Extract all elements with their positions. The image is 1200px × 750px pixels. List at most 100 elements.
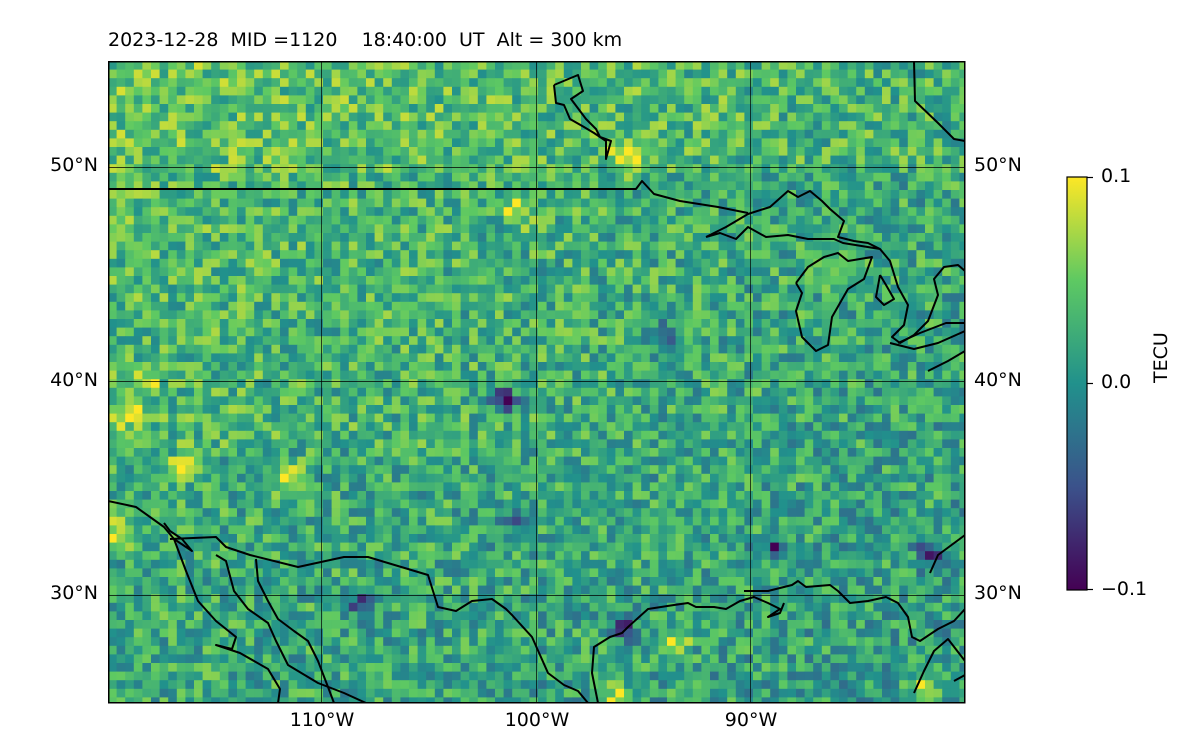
- heatmap-cell: [417, 181, 427, 191]
- heatmap-cell: [168, 147, 178, 156]
- heatmap-cell: [581, 215, 590, 225]
- heatmap-cell: [460, 172, 470, 182]
- heatmap-cell: [684, 439, 694, 449]
- heatmap-cell: [245, 439, 255, 449]
- heatmap-cell: [443, 224, 453, 234]
- heatmap-cell: [563, 95, 573, 105]
- heatmap-cell: [959, 284, 965, 294]
- heatmap-cell: [176, 362, 186, 371]
- heatmap-cell: [219, 413, 229, 423]
- heatmap-cell: [340, 319, 350, 328]
- heatmap-cell: [357, 482, 367, 492]
- heatmap-cell: [753, 482, 762, 492]
- heatmap-cell: [641, 353, 651, 363]
- heatmap-cell: [546, 422, 556, 432]
- heatmap-cell: [443, 310, 453, 320]
- heatmap-cell: [340, 164, 350, 174]
- heatmap-cell: [409, 465, 418, 475]
- heatmap-cell: [288, 224, 298, 234]
- heatmap-cell: [839, 353, 848, 363]
- heatmap-cell: [959, 207, 965, 217]
- heatmap-cell: [753, 224, 762, 234]
- heatmap-cell: [151, 405, 160, 414]
- heatmap-cell: [271, 284, 281, 294]
- heatmap-cell: [675, 224, 685, 234]
- heatmap-cell: [452, 61, 461, 70]
- heatmap-cell: [288, 172, 298, 182]
- heatmap-cell: [202, 336, 212, 346]
- heatmap-cell: [323, 319, 332, 328]
- heatmap-cell: [684, 336, 694, 346]
- heatmap-cell: [503, 276, 513, 285]
- heatmap-cell: [348, 456, 358, 466]
- heatmap-cell: [684, 448, 694, 457]
- heatmap-cell: [159, 86, 169, 96]
- heatmap-cell: [581, 207, 590, 217]
- heatmap-cell: [228, 104, 238, 113]
- heatmap-cell: [357, 284, 367, 294]
- heatmap-cell: [520, 362, 530, 371]
- heatmap-cell: [280, 215, 289, 225]
- heatmap-cell: [409, 267, 418, 277]
- heatmap-cell: [314, 413, 324, 423]
- heatmap-cell: [899, 215, 909, 225]
- heatmap-cell: [624, 387, 633, 397]
- heatmap-cell: [813, 112, 823, 122]
- heatmap-cell: [125, 95, 135, 105]
- heatmap-cell: [271, 207, 281, 217]
- heatmap-cell: [606, 112, 616, 122]
- heatmap-cell: [589, 172, 599, 182]
- heatmap-cell: [950, 224, 960, 234]
- heatmap-cell: [606, 301, 616, 311]
- heatmap-cell: [460, 353, 470, 363]
- heatmap-cell: [598, 293, 608, 303]
- heatmap-cell: [245, 370, 255, 380]
- heatmap-cell: [667, 413, 676, 423]
- heatmap-cell: [159, 95, 169, 105]
- heatmap-cell: [925, 155, 934, 165]
- heatmap-cell: [692, 293, 702, 303]
- heatmap-cell: [959, 215, 965, 225]
- heatmap-cell: [374, 353, 384, 363]
- heatmap-cell: [882, 439, 891, 449]
- heatmap-cell: [589, 181, 599, 191]
- heatmap-cell: [288, 456, 298, 466]
- heatmap-cell: [813, 482, 823, 492]
- heatmap-cell: [624, 181, 633, 191]
- heatmap-cell: [692, 190, 702, 199]
- heatmap-cell: [477, 95, 487, 105]
- heatmap-cell: [340, 155, 350, 165]
- heatmap-cell: [297, 336, 307, 346]
- heatmap-cell: [323, 250, 332, 260]
- heatmap-cell: [546, 112, 556, 122]
- heatmap-cell: [176, 422, 186, 432]
- heatmap-cell: [899, 224, 909, 234]
- heatmap-cell: [228, 430, 238, 440]
- heatmap-cell: [546, 456, 556, 466]
- heatmap-cell: [469, 215, 479, 225]
- heatmap-cell: [555, 448, 565, 457]
- heatmap-cell: [899, 310, 909, 320]
- heatmap-cell: [615, 448, 625, 457]
- heatmap-cell: [520, 164, 530, 174]
- heatmap-cell: [194, 172, 203, 182]
- heatmap-cell: [340, 353, 350, 363]
- heatmap-cell: [606, 465, 616, 475]
- heatmap-cell: [323, 293, 332, 303]
- heatmap-cell: [391, 241, 401, 251]
- heatmap-cell: [366, 112, 375, 122]
- heatmap-cell: [744, 370, 754, 380]
- heatmap-cell: [133, 456, 143, 466]
- heatmap-cell: [142, 95, 152, 105]
- heatmap-cell: [684, 250, 694, 260]
- heatmap-cell: [632, 147, 642, 156]
- heatmap-cell: [520, 104, 530, 113]
- heatmap-cell: [297, 473, 307, 483]
- heatmap-cell: [486, 405, 496, 414]
- heatmap-cell: [426, 224, 436, 234]
- heatmap-cell: [443, 190, 453, 199]
- heatmap-cell: [340, 95, 350, 105]
- heatmap-cell: [555, 430, 565, 440]
- heatmap-cell: [839, 112, 848, 122]
- heatmap-cell: [434, 448, 444, 457]
